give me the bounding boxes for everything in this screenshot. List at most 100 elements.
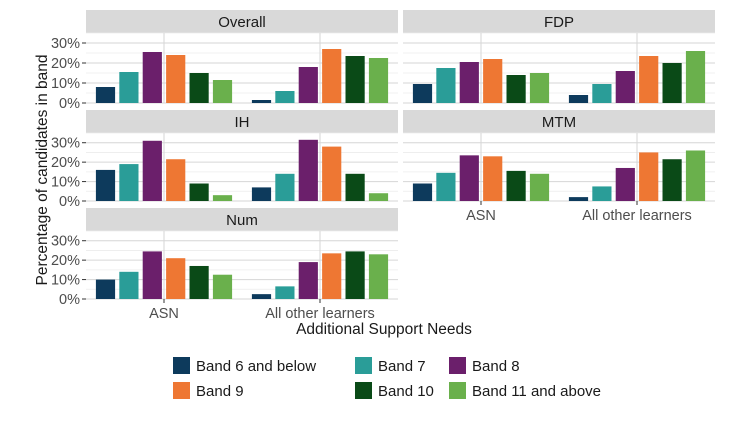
bar [483, 156, 503, 201]
bar [298, 67, 318, 103]
facet-strip-label: IH [235, 114, 250, 131]
y-tick-label: 0% [59, 96, 80, 112]
bar [436, 172, 456, 201]
facet-panel-ih: IH 0% 10% 20% 30% [51, 110, 398, 210]
bar [189, 265, 209, 299]
bar [412, 183, 433, 201]
y-tick-label: 20% [51, 56, 80, 72]
bar [568, 95, 589, 103]
legend-swatch [449, 357, 466, 374]
bar [662, 159, 682, 201]
bar [592, 84, 612, 103]
bar [322, 49, 342, 103]
legend-item: Band 9 [173, 382, 244, 400]
x-tick-label: All other learners [265, 306, 375, 322]
legend-label: Band 11 and above [472, 383, 601, 400]
bar [212, 274, 233, 299]
bar [142, 140, 162, 201]
bar [685, 51, 706, 103]
legend-item: Band 8 [449, 357, 520, 375]
bar [459, 62, 479, 103]
bar [529, 73, 550, 103]
facet-strip-label: Overall [218, 14, 266, 31]
y-tick-label: 20% [51, 155, 80, 171]
y-tick-label: 10% [51, 76, 80, 92]
bar [298, 262, 318, 299]
bar [662, 63, 682, 103]
bar [142, 52, 162, 103]
bar [436, 68, 456, 103]
bar [615, 71, 635, 103]
bar [212, 80, 233, 103]
legend-item: Band 11 and above [449, 382, 601, 400]
y-tick-label: 30% [51, 136, 80, 152]
y-tick-label: 10% [51, 175, 80, 191]
bar [639, 56, 659, 103]
bar [412, 84, 433, 103]
facet-strip-label: FDP [544, 14, 574, 31]
bar [251, 294, 272, 299]
bar [166, 159, 186, 201]
facet-strip [86, 10, 398, 33]
bar [368, 254, 389, 299]
facet-strip-label: MTM [542, 114, 576, 131]
bar [483, 59, 503, 103]
legend-label: Band 7 [378, 358, 426, 375]
bar [685, 150, 706, 201]
bar [95, 169, 116, 201]
bar [506, 75, 526, 103]
legend-label: Band 8 [472, 358, 520, 375]
facet-strip [86, 110, 398, 133]
bar [119, 72, 139, 103]
legend-swatch [173, 357, 190, 374]
bar [568, 197, 589, 201]
bar [368, 193, 389, 201]
bar [459, 155, 479, 201]
facet-panel-fdp: FDP [403, 10, 715, 104]
bar [275, 286, 295, 299]
legend-item: Band 6 and below [173, 357, 316, 375]
bar [345, 251, 365, 299]
bar [298, 139, 318, 201]
facet-panel-num: Num 0% 10% 20% 30% ASN All other learners [51, 208, 398, 322]
bar [345, 56, 365, 103]
bar [275, 173, 295, 201]
legend-swatch [355, 357, 372, 374]
bar [119, 271, 139, 299]
bar [322, 253, 342, 299]
bar [95, 279, 116, 299]
x-axis-title: Additional Support Needs [296, 321, 472, 338]
bar [166, 55, 186, 103]
y-tick-label: 0% [59, 194, 80, 210]
bar [119, 164, 139, 201]
legend-label: Band 9 [196, 383, 244, 400]
facet-strip [403, 110, 715, 133]
bar [189, 73, 209, 103]
bar [615, 167, 635, 201]
facet-strip-label: Num [226, 212, 258, 229]
legend-swatch [355, 382, 372, 399]
bar [166, 258, 186, 299]
bar [639, 152, 659, 201]
y-axis-title: Percentage of candidates in band [34, 55, 51, 286]
bar [368, 58, 389, 103]
bar [322, 146, 342, 201]
legend-item: Band 10 [355, 382, 434, 400]
x-tick-label: ASN [466, 208, 496, 224]
facet-strip [86, 208, 398, 231]
bar [189, 183, 209, 201]
x-tick-label: ASN [149, 306, 179, 322]
legend-label: Band 10 [378, 383, 434, 400]
legend-swatch [449, 382, 466, 399]
facet-panel-mtm: MTM ASN All other learners [403, 110, 715, 224]
bar [529, 173, 550, 201]
facet-strip [403, 10, 715, 33]
y-tick-label: 10% [51, 273, 80, 289]
y-tick-label: 0% [59, 292, 80, 308]
legend-swatch [173, 382, 190, 399]
bar [345, 173, 365, 201]
y-tick-label: 30% [51, 234, 80, 250]
bar [95, 87, 116, 103]
facet-panel-overall: Overall 0% 10% 20% 30% [51, 10, 398, 112]
